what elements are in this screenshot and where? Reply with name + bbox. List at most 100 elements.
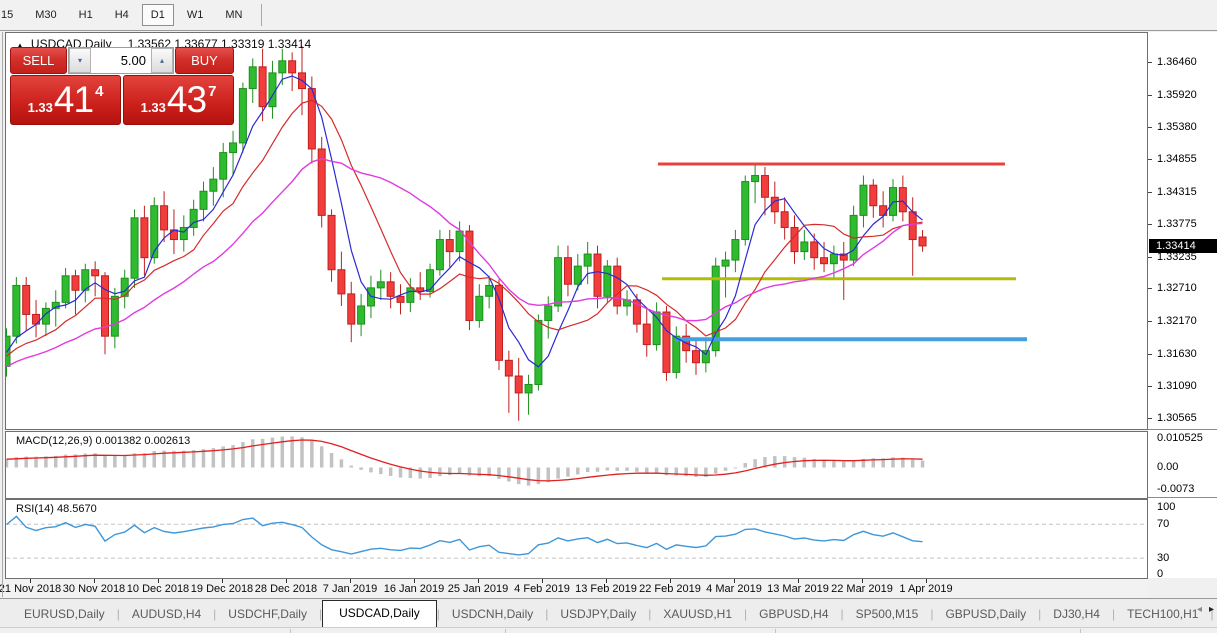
tab-separator: | xyxy=(1111,607,1116,621)
timeframe-button-MN[interactable]: MN xyxy=(225,9,243,21)
timeframe-button-H4[interactable]: H4 xyxy=(114,9,129,21)
ma-line-10 xyxy=(6,99,923,357)
indicator-tick-label: -0.0073 xyxy=(1157,483,1195,495)
time-tick-mark xyxy=(862,579,863,583)
candle xyxy=(495,279,503,370)
volume-increase-button[interactable]: ▴ xyxy=(151,48,173,73)
tab-usdcad-daily[interactable]: USDCAD,Daily xyxy=(322,600,437,627)
tab-usdjpy-daily[interactable]: USDJPY,Daily xyxy=(560,607,637,621)
candle xyxy=(416,272,425,300)
buy-price-button[interactable]: 1.33 43 7 xyxy=(123,75,234,125)
candle xyxy=(386,272,395,309)
candle xyxy=(288,52,297,91)
time-tick-label: 16 Jan 2019 xyxy=(383,583,445,595)
tab-xauusd-h1[interactable]: XAUUSD,H1 xyxy=(663,607,733,621)
tab-separator: | xyxy=(116,607,120,621)
tab-ukc[interactable]: UKC xyxy=(1214,602,1217,627)
tab-gbpusd-h4[interactable]: GBPUSD,H4 xyxy=(759,607,829,621)
candle xyxy=(51,290,60,327)
macd-canvas[interactable] xyxy=(6,432,1146,496)
candle xyxy=(445,229,454,268)
candle xyxy=(692,338,700,375)
time-tick-mark xyxy=(478,579,479,583)
candle xyxy=(544,296,553,339)
candle xyxy=(485,275,494,309)
time-tick-label: 10 Dec 2018 xyxy=(126,583,190,595)
candle xyxy=(731,229,740,273)
price-tick-mark xyxy=(1148,386,1152,388)
candle xyxy=(475,284,484,328)
buy-price-pips: 43 xyxy=(166,79,207,120)
candle xyxy=(130,209,139,288)
candle xyxy=(504,350,513,413)
candle xyxy=(898,175,907,222)
macd-signal-line xyxy=(6,439,923,482)
macd-histogram xyxy=(6,436,925,486)
price-tick-mark xyxy=(1148,417,1152,419)
candle xyxy=(563,245,572,297)
ma-line-20 xyxy=(6,157,923,368)
candle xyxy=(859,175,868,228)
price-tick-mark xyxy=(1148,158,1152,160)
edge-notch xyxy=(505,629,506,633)
price-tick-label: 1.30565 xyxy=(1157,411,1197,424)
time-tick-label: 13 Feb 2019 xyxy=(575,583,637,595)
timeframe-button-D1[interactable]: D1 xyxy=(141,4,174,26)
candle xyxy=(623,290,632,316)
rsi-line xyxy=(6,515,923,556)
price-scale[interactable]: 1.36460 1.35920 1.35380 1.34855 1.34315 1.337… xyxy=(1148,32,1217,580)
rsi-label: RSI(14) 48.5670 xyxy=(16,503,97,515)
tab-usdchf-daily[interactable]: USDCHF,Daily xyxy=(228,607,307,621)
candle xyxy=(160,191,169,242)
time-tick-mark xyxy=(798,579,799,583)
tab-eurusd-daily[interactable]: EURUSD,Daily xyxy=(24,607,105,621)
candle xyxy=(337,251,346,306)
tab-separator: | xyxy=(930,607,934,621)
indicator-tick-label: 0 xyxy=(1157,568,1164,580)
time-tick-label: 22 Mar 2019 xyxy=(831,583,893,595)
window-bottom-edge xyxy=(0,627,1217,633)
macd-panel[interactable] xyxy=(5,431,1148,499)
tab-tech100-h1[interactable]: TECH100,H1 xyxy=(1127,607,1199,621)
timeframe-button-M30[interactable]: M30 xyxy=(35,9,57,21)
tab-scroll-left-icon[interactable]: ◂ xyxy=(1196,604,1202,615)
sell-button[interactable]: SELL xyxy=(10,47,67,74)
rsi-canvas[interactable] xyxy=(6,500,1146,576)
tab-audusd-h4[interactable]: AUDUSD,H4 xyxy=(131,607,202,621)
price-tick-mark xyxy=(1148,256,1152,258)
indicator-tick-label: 100 xyxy=(1157,501,1176,513)
tab-scroll-right-icon[interactable]: ▸ xyxy=(1208,604,1214,615)
buy-button[interactable]: BUY xyxy=(175,47,234,74)
buy-price-base: 1.33 xyxy=(140,100,166,115)
candle xyxy=(357,293,366,337)
tab-dj30-h4[interactable]: DJ30,H4 xyxy=(1053,607,1100,621)
chart-tab-bar: EURUSD,Daily | AUDUSD,H4 | USDCHF,Daily | USDC… xyxy=(0,598,1217,627)
candle xyxy=(71,269,80,315)
one-click-collapse-icon[interactable]: ▲ xyxy=(16,41,24,50)
indicator-tick-label: 0.00 xyxy=(1157,461,1179,473)
edge-notch xyxy=(290,629,291,633)
tab-sp500-m15[interactable]: SP500,M15 xyxy=(855,607,919,621)
candle xyxy=(751,163,760,204)
timeframe-button-W1[interactable]: W1 xyxy=(186,9,204,21)
time-tick-mark xyxy=(414,579,415,583)
candle xyxy=(41,302,50,337)
candle xyxy=(327,209,336,282)
time-tick-mark xyxy=(222,579,223,583)
tab-gbpusd-daily[interactable]: GBPUSD,Daily xyxy=(945,607,1027,621)
tab-usdcnh-daily[interactable]: USDCNH,Daily xyxy=(451,607,534,621)
sell-price-button[interactable]: 1.33 41 4 xyxy=(10,75,121,125)
candle xyxy=(91,261,100,297)
candle xyxy=(642,308,651,357)
time-scale[interactable]: 21 Nov 2018 30 Nov 2018 10 Dec 2018 19 Dec … xyxy=(0,578,1148,598)
window-left-edge xyxy=(2,32,3,597)
candle xyxy=(258,48,267,122)
candle xyxy=(583,241,592,285)
volume-decrease-button[interactable]: ▾ xyxy=(69,48,91,73)
timeframe-button-15[interactable]: 15 xyxy=(1,9,14,21)
time-tick-mark xyxy=(350,579,351,583)
volume-input[interactable] xyxy=(91,48,151,73)
price-chart-canvas[interactable] xyxy=(6,33,1146,427)
timeframe-button-H1[interactable]: H1 xyxy=(78,9,93,21)
tab-separator: | xyxy=(545,607,549,621)
